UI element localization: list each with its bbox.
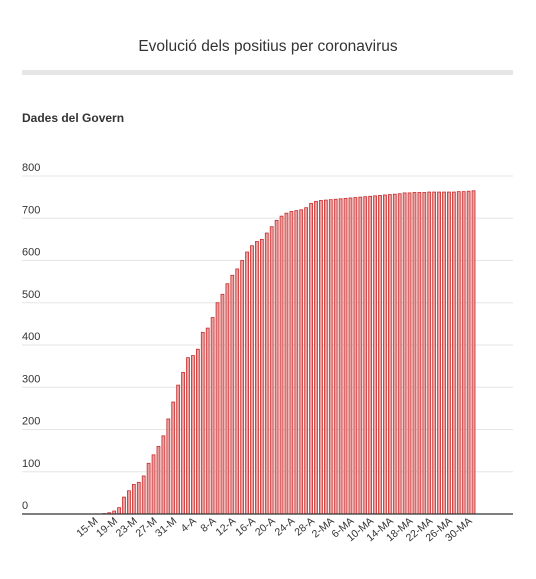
bar [402, 192, 407, 515]
bar [461, 191, 466, 515]
bar [437, 191, 441, 515]
y-tick-label: 400 [22, 331, 40, 343]
y-tick-label: 600 [22, 247, 40, 259]
bar [353, 197, 358, 515]
bar [117, 507, 121, 515]
y-axis-tick-labels: 0 100 200 300 400 500 600 700 800 [22, 162, 40, 512]
bar [230, 274, 235, 515]
y-tick-label: 500 [22, 289, 40, 301]
bar [131, 484, 136, 515]
bar [235, 268, 240, 515]
bar [215, 302, 220, 515]
bars [102, 190, 476, 515]
bar [284, 212, 289, 515]
bar [259, 238, 264, 515]
bar [392, 193, 397, 515]
bar [387, 194, 392, 515]
bar [205, 327, 210, 515]
bar [383, 194, 387, 515]
y-tick-label: 100 [22, 458, 40, 470]
bar [456, 191, 461, 515]
bar [397, 193, 402, 515]
bar [432, 191, 437, 515]
bar [451, 191, 456, 515]
bar [417, 192, 422, 515]
bar [373, 195, 377, 515]
bar [127, 490, 131, 515]
bar [210, 317, 215, 515]
bar [319, 200, 323, 515]
bar [309, 203, 313, 515]
chart-subtitle: Dades del Govern [22, 111, 125, 125]
x-tick-label: 16-A [233, 515, 258, 538]
bar [151, 454, 156, 515]
y-tick-label: 700 [22, 204, 40, 216]
y-tick-label: 200 [22, 416, 40, 428]
bar [240, 260, 245, 515]
bar [195, 348, 200, 515]
bar [338, 198, 343, 515]
bar [161, 435, 166, 515]
bar [358, 196, 363, 515]
bar [378, 195, 382, 515]
title-divider [22, 70, 513, 75]
bar [269, 226, 274, 515]
bar [343, 197, 348, 515]
bar [220, 293, 225, 515]
bar [299, 209, 304, 515]
x-tick-label: 24-A [273, 515, 298, 538]
x-tick-label: 20-A [253, 515, 278, 538]
bar [328, 199, 333, 515]
bar [250, 245, 254, 515]
bar [191, 355, 195, 515]
bar [314, 200, 318, 515]
bar [186, 357, 190, 515]
bar [146, 462, 151, 515]
bar [225, 283, 230, 515]
bar [200, 331, 205, 515]
bar [363, 196, 368, 515]
chart-title: Evolució dels positius per coronavirus [138, 38, 398, 55]
bar [333, 198, 338, 515]
bar [368, 195, 373, 515]
bar [447, 191, 451, 515]
x-axis-tick-labels: 15-M19-M23-M27-M31-M 4-A 8-A12-A16-A20-A24… [74, 515, 474, 544]
bar [323, 199, 328, 515]
bar [304, 207, 309, 515]
y-tick-label: 300 [22, 373, 40, 385]
y-tick-label: 800 [22, 162, 40, 174]
bar [171, 401, 176, 515]
bar [422, 192, 427, 515]
bar [427, 191, 432, 515]
bar [412, 192, 417, 515]
bar [166, 418, 171, 515]
bar [294, 210, 299, 515]
x-tick-label: 4-A [179, 515, 199, 535]
bar [136, 481, 141, 515]
bar [181, 372, 185, 515]
bar [122, 496, 126, 515]
bar [176, 384, 181, 515]
bar [264, 232, 269, 515]
y-tick-label: 0 [22, 500, 28, 512]
bar [279, 215, 284, 515]
bar [156, 445, 161, 515]
bar [274, 219, 279, 515]
bar [348, 197, 353, 515]
x-tick-label: 12-A [214, 515, 239, 538]
bar [466, 190, 471, 515]
bar [289, 211, 294, 515]
bar [141, 475, 146, 515]
bar [255, 241, 259, 515]
bar [442, 191, 446, 515]
bar [245, 251, 249, 515]
x-tick-label: 31-M [153, 515, 179, 540]
bar [407, 192, 412, 515]
bar [471, 190, 476, 515]
